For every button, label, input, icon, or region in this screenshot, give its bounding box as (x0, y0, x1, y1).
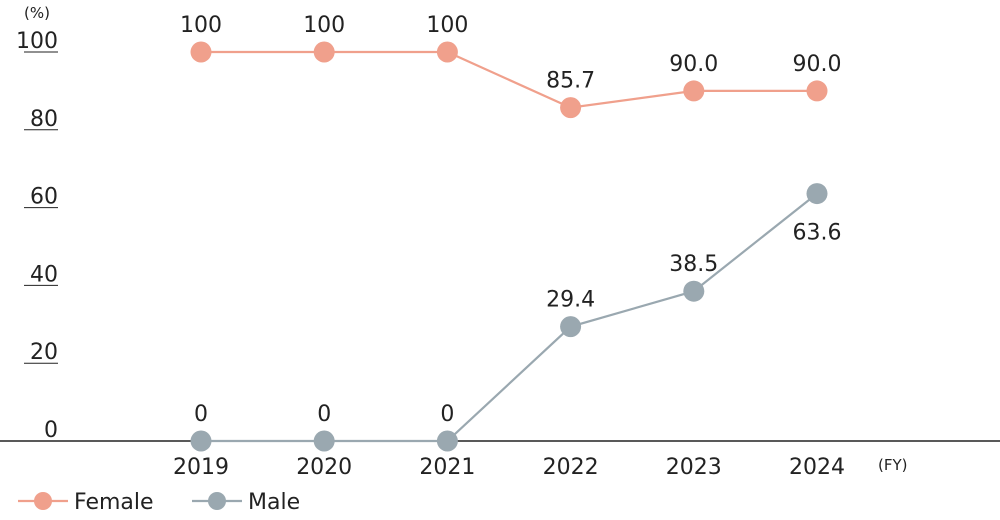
series-male: 0 0 0 29.4 38.5 63.6 (190, 183, 842, 452)
y-tick-label: 40 (30, 262, 58, 287)
data-label: 63.6 (793, 221, 842, 246)
y-tick-label: 100 (16, 29, 58, 54)
series-female: 100 100 100 85.7 90.0 90.0 (180, 13, 842, 119)
legend-marker (208, 492, 226, 510)
x-tick-label: 2024 (789, 455, 845, 480)
data-point (806, 80, 828, 102)
legend-item-female: Female (18, 490, 154, 515)
data-label: 100 (180, 13, 222, 38)
data-label: 100 (303, 13, 345, 38)
legend: Female Male (18, 490, 300, 515)
data-label: 90.0 (669, 52, 718, 77)
data-label: 85.7 (546, 69, 595, 94)
data-point (683, 280, 705, 302)
data-point (560, 97, 582, 119)
data-point (436, 430, 458, 452)
data-label: 0 (317, 402, 331, 427)
data-label: 100 (426, 13, 468, 38)
data-label: 0 (194, 402, 208, 427)
data-point (560, 316, 582, 338)
data-label: 29.4 (546, 288, 595, 313)
x-axis-unit: (FY) (878, 456, 908, 474)
data-label: 0 (440, 402, 454, 427)
series-line (201, 50, 817, 109)
series-layer: 100 100 100 85.7 90.0 90.0 0 0 0 29.4 38.5 63.6 (180, 13, 841, 452)
series-line (201, 192, 818, 443)
x-tick-label: 2020 (296, 455, 352, 480)
legend-marker (34, 492, 52, 510)
x-tick-label: 2023 (666, 455, 722, 480)
data-point (313, 430, 335, 452)
x-tick-label: 2019 (173, 455, 229, 480)
y-axis-unit: (%) (24, 4, 50, 22)
y-tick-label: 60 (30, 185, 58, 210)
data-point (683, 80, 705, 102)
data-point (190, 430, 212, 452)
data-point (436, 41, 458, 63)
data-point (313, 41, 335, 63)
legend-item-male: Male (192, 490, 300, 515)
data-label: 38.5 (669, 252, 718, 277)
y-tick-label: 0 (44, 418, 58, 443)
data-label: 90.0 (793, 52, 842, 77)
y-tick-label: 80 (30, 107, 58, 132)
legend-label: Female (74, 490, 154, 515)
y-tick-label: 20 (30, 340, 58, 365)
x-tick-label: 2021 (419, 455, 475, 480)
x-tick-label: 2022 (543, 455, 599, 480)
axes: 0 20 40 60 80 100 2019 2020 2021 2022 2023 2024 (0, 29, 1000, 480)
data-point (190, 41, 212, 63)
data-point (806, 183, 828, 205)
legend-label: Male (248, 490, 300, 515)
